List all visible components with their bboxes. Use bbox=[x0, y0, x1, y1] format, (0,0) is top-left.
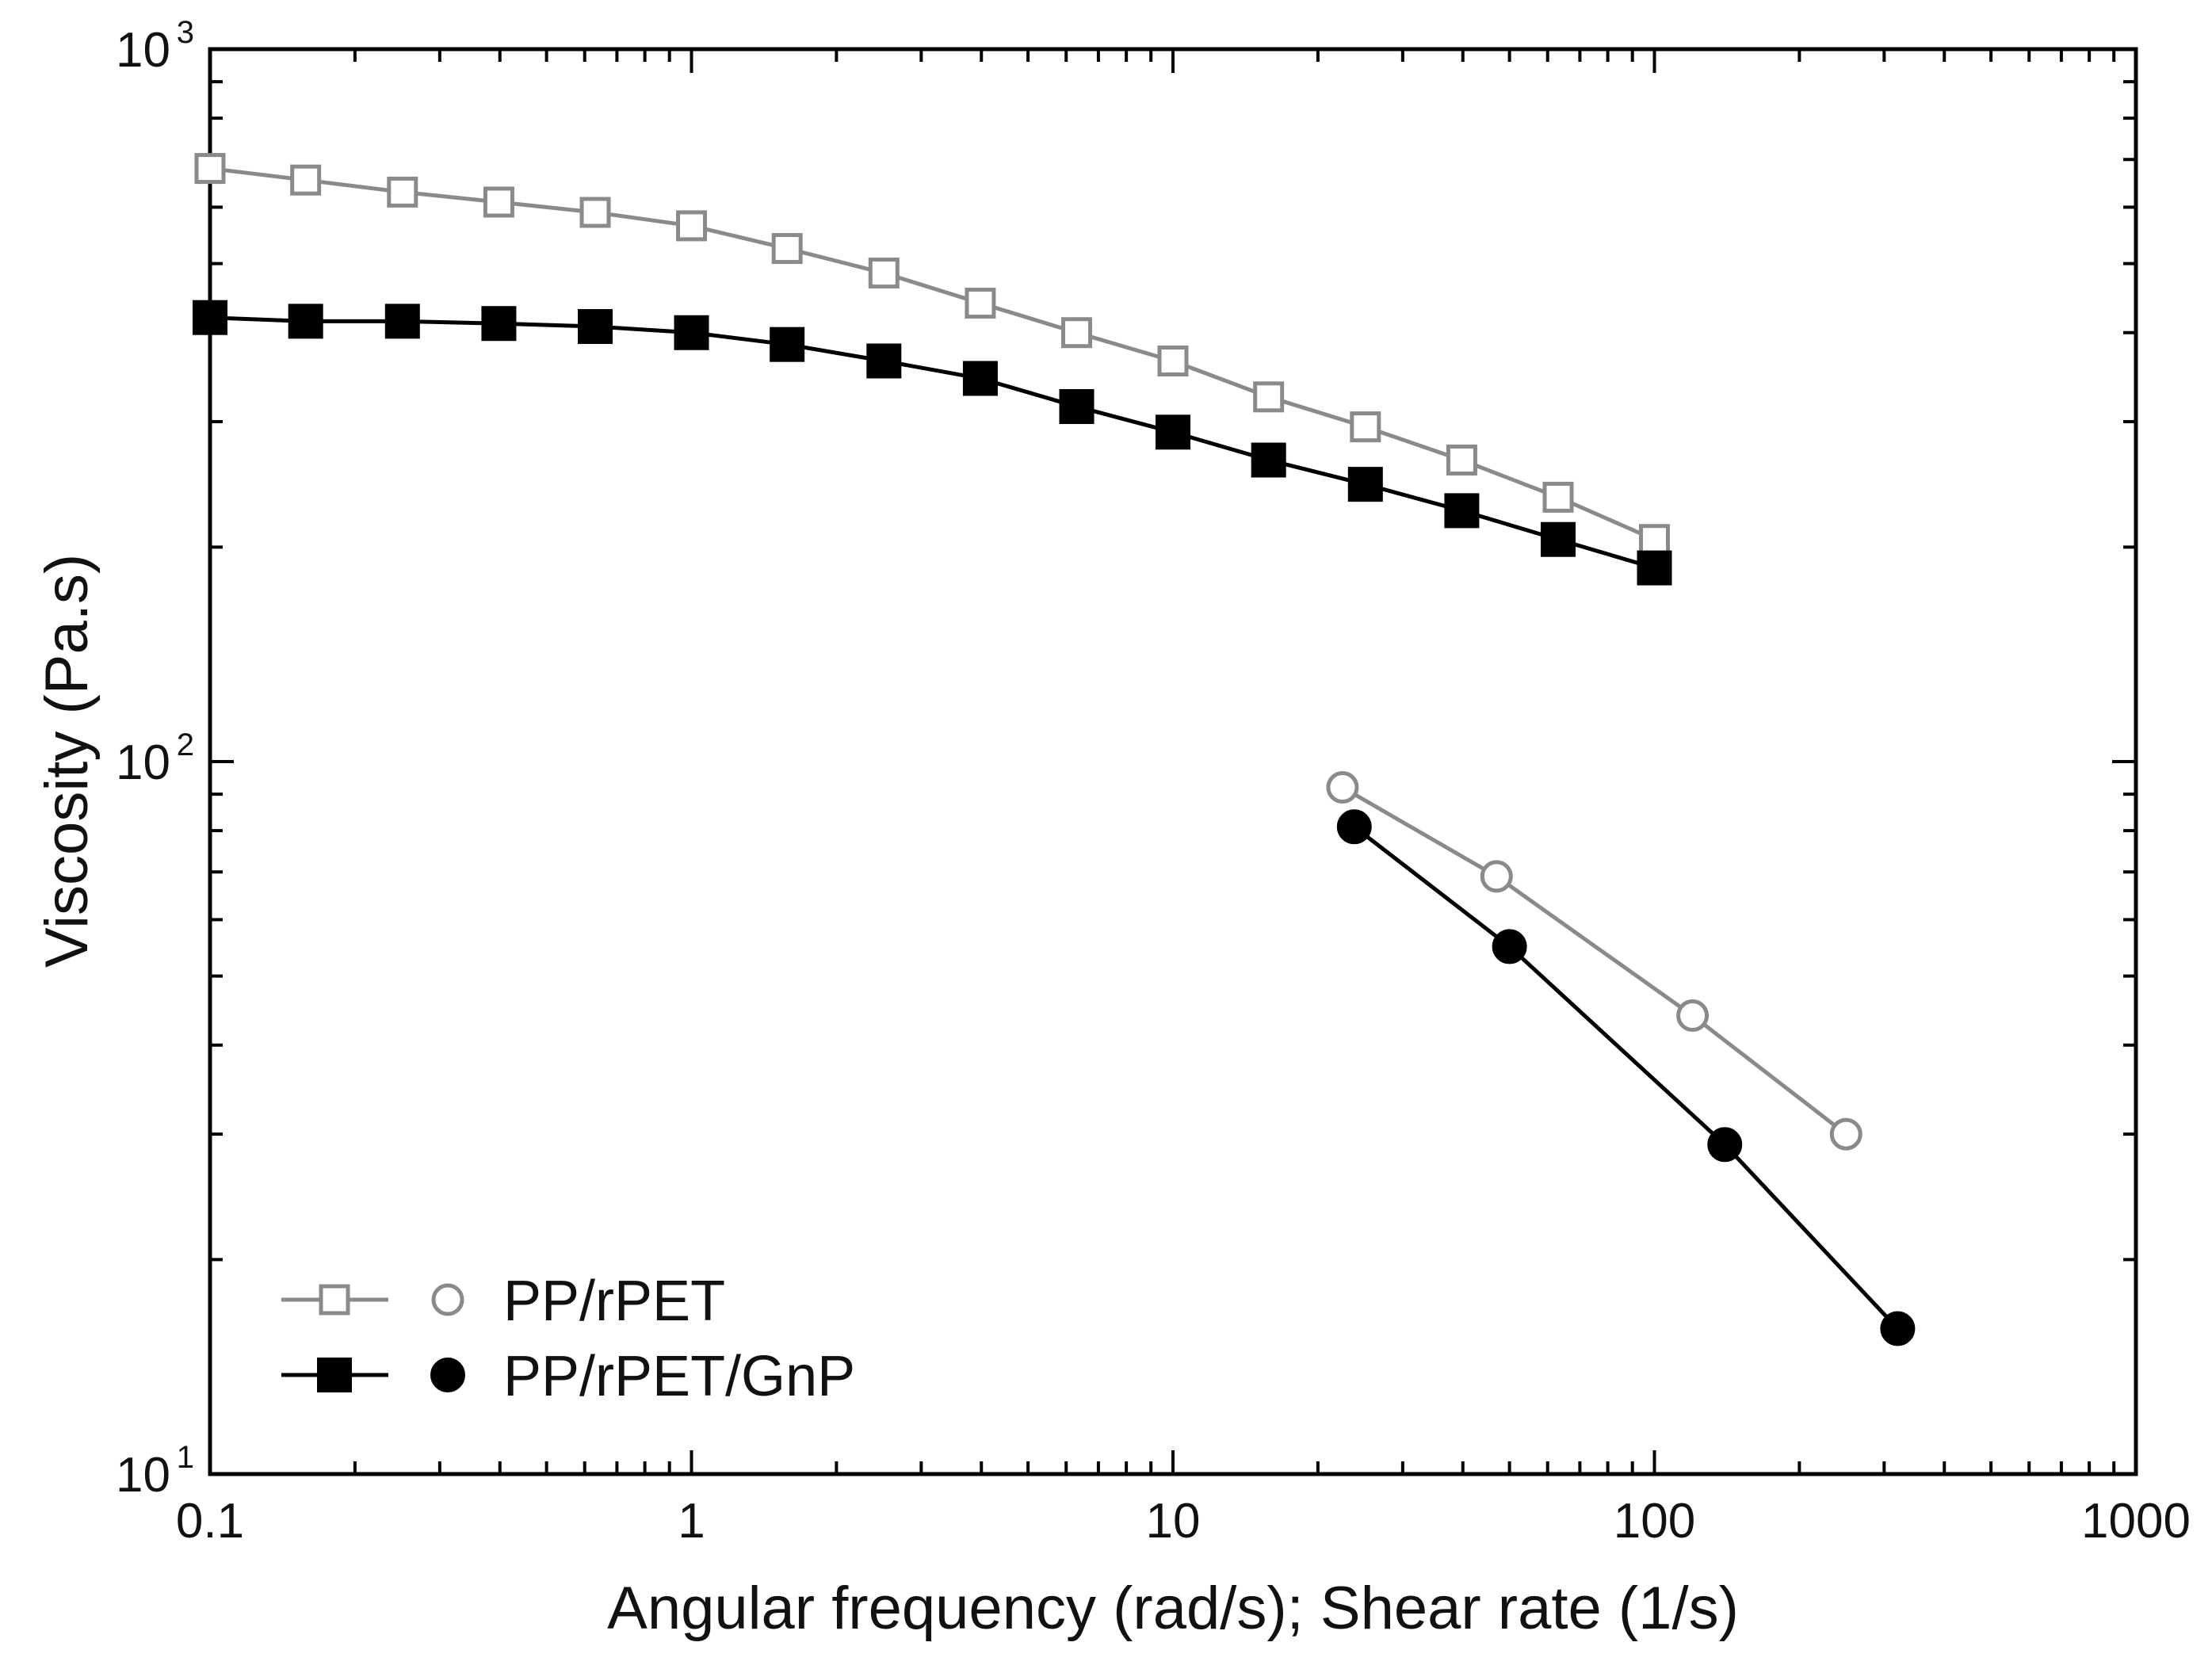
data-point bbox=[1251, 442, 1286, 478]
data-point bbox=[770, 327, 805, 362]
data-point bbox=[290, 164, 322, 196]
x-tick-label: 100 bbox=[1614, 1494, 1695, 1549]
series-0 bbox=[194, 153, 1670, 556]
legend-square-marker bbox=[317, 1358, 352, 1392]
data-point bbox=[965, 288, 996, 319]
plot-frame bbox=[208, 47, 2138, 1476]
series-3 bbox=[1336, 809, 1916, 1346]
data-point bbox=[1829, 1117, 1862, 1151]
data-point bbox=[194, 153, 226, 185]
legend-label: PP/rPET bbox=[503, 1270, 725, 1333]
series-2 bbox=[1326, 771, 1862, 1151]
data-point bbox=[1350, 411, 1381, 443]
data-point bbox=[1492, 929, 1527, 964]
series-line bbox=[1341, 785, 1847, 1136]
data-point bbox=[1637, 550, 1672, 586]
legend-circle-marker bbox=[431, 1283, 464, 1316]
data-point bbox=[1480, 860, 1513, 893]
data-point bbox=[1253, 381, 1285, 413]
series-line bbox=[209, 166, 1656, 542]
data-point bbox=[579, 197, 611, 228]
legend-square-marker bbox=[319, 1284, 350, 1316]
y-axis-title: Viscosity (Pa.s) bbox=[33, 554, 101, 968]
data-point bbox=[1157, 345, 1189, 376]
data-point bbox=[1059, 389, 1095, 425]
data-point bbox=[1542, 481, 1574, 513]
axis-ticks bbox=[208, 48, 2138, 1476]
data-point bbox=[193, 300, 227, 335]
data-point bbox=[481, 306, 517, 342]
data-point bbox=[674, 315, 709, 350]
data-point bbox=[1541, 521, 1576, 557]
y-tick-label: 10 bbox=[116, 23, 170, 78]
data-point bbox=[288, 304, 323, 339]
x-tick-label: 1000 bbox=[2081, 1494, 2191, 1549]
series-line bbox=[209, 315, 1656, 571]
legend-entry: PP/rPET/GnP bbox=[281, 1345, 855, 1408]
series-1 bbox=[193, 300, 1672, 586]
y-tick-label-exponent: 1 bbox=[177, 1440, 194, 1475]
data-point bbox=[1326, 771, 1359, 804]
data-series bbox=[193, 153, 1916, 1346]
data-point bbox=[962, 361, 998, 396]
data-point bbox=[1676, 999, 1710, 1033]
legend-label: PP/rPET/GnP bbox=[503, 1345, 855, 1408]
data-point bbox=[578, 309, 613, 345]
data-point bbox=[1639, 524, 1670, 556]
legend-circle-marker bbox=[430, 1358, 465, 1392]
y-tick-label-exponent: 2 bbox=[177, 728, 194, 762]
x-tick-label: 1 bbox=[678, 1494, 705, 1549]
data-point bbox=[1156, 414, 1190, 450]
data-point bbox=[387, 176, 418, 208]
data-point bbox=[771, 233, 803, 265]
data-point bbox=[483, 186, 514, 218]
x-tick-label: 0.1 bbox=[176, 1494, 244, 1549]
data-point bbox=[384, 304, 420, 339]
legend: PP/rPET PP/rPET/GnP bbox=[281, 1270, 855, 1408]
data-point bbox=[1336, 809, 1372, 845]
data-point bbox=[868, 258, 900, 289]
data-point bbox=[1446, 445, 1477, 476]
legend-entry: PP/rPET bbox=[281, 1270, 725, 1333]
data-point bbox=[676, 210, 707, 242]
y-tick-label: 10 bbox=[116, 735, 170, 790]
y-tick-label: 10 bbox=[116, 1448, 170, 1503]
data-point bbox=[866, 343, 902, 379]
data-point bbox=[1444, 493, 1480, 529]
data-point bbox=[1707, 1127, 1743, 1163]
data-point bbox=[1061, 317, 1093, 349]
data-point bbox=[1880, 1311, 1916, 1346]
series-line bbox=[1353, 825, 1900, 1331]
y-tick-label-exponent: 3 bbox=[177, 15, 194, 50]
x-axis-title: Angular frequency (rad/s); Shear rate (1… bbox=[607, 1575, 1739, 1642]
data-point bbox=[1347, 467, 1383, 502]
x-tick-label: 10 bbox=[1146, 1494, 1201, 1549]
plot-area bbox=[208, 47, 2138, 1476]
